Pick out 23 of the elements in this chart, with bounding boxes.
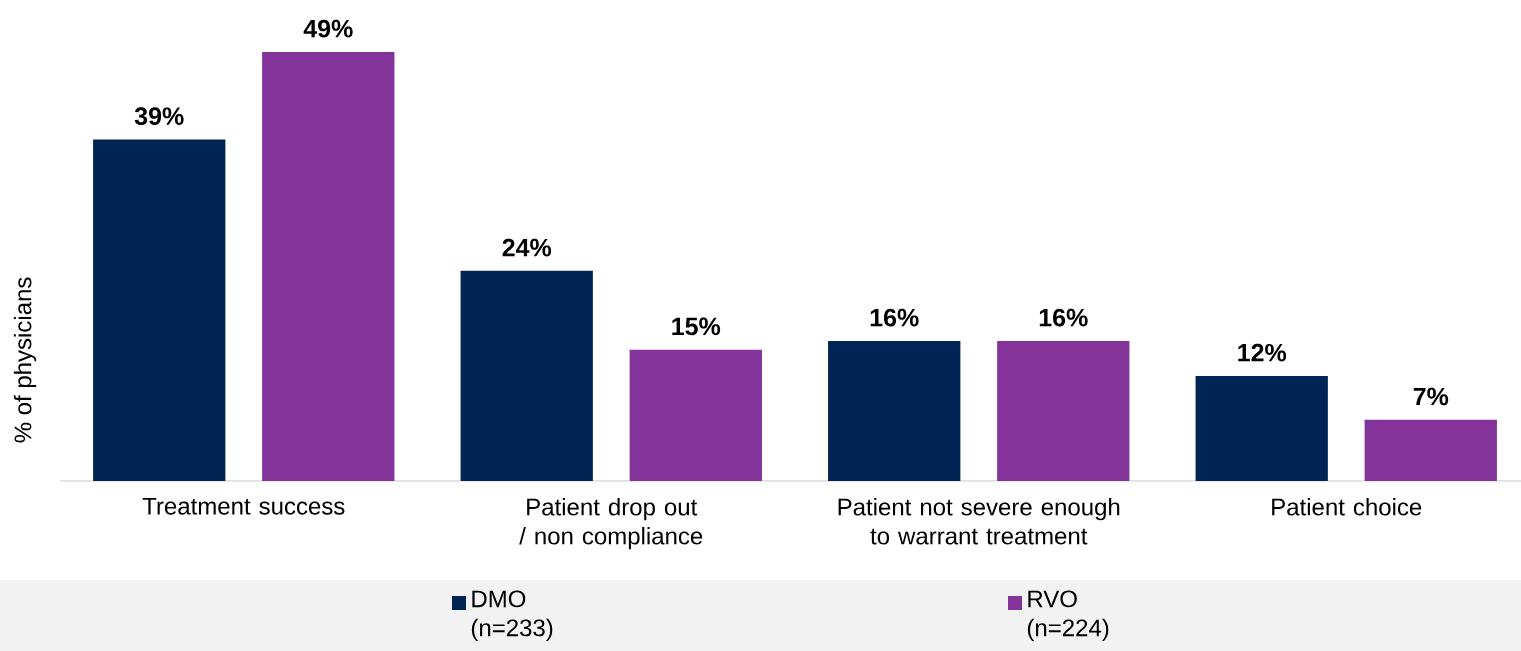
bar (997, 340, 1130, 481)
x-tick-label: Patient choice (1272, 497, 1422, 516)
bar (460, 270, 593, 481)
data-label: 39% (134, 107, 184, 126)
bar (1364, 419, 1497, 481)
x-tick-label: Treatment success (142, 497, 345, 515)
data-label: 24% (502, 238, 552, 257)
legend-label: RVO (n=224) (1027, 590, 1109, 642)
data-label: 16% (1039, 308, 1088, 327)
y-axis-title: % of physicians (13, 277, 37, 443)
data-label: 16% (870, 308, 919, 327)
data-label: 49% (303, 19, 353, 38)
data-label: 7% (1413, 387, 1449, 406)
bar (828, 340, 961, 481)
bar (629, 349, 762, 481)
x-tick-label: Patient drop out / non compliance (519, 497, 703, 550)
data-label: 12% (1238, 343, 1287, 362)
bar (262, 51, 395, 481)
data-label: 15% (672, 317, 721, 336)
bar (1195, 375, 1328, 481)
legend-label: DMO (n=233) (471, 590, 553, 642)
bar (93, 139, 226, 481)
x-tick-label: Patient not severe enough to warrant treatment (838, 497, 1120, 545)
